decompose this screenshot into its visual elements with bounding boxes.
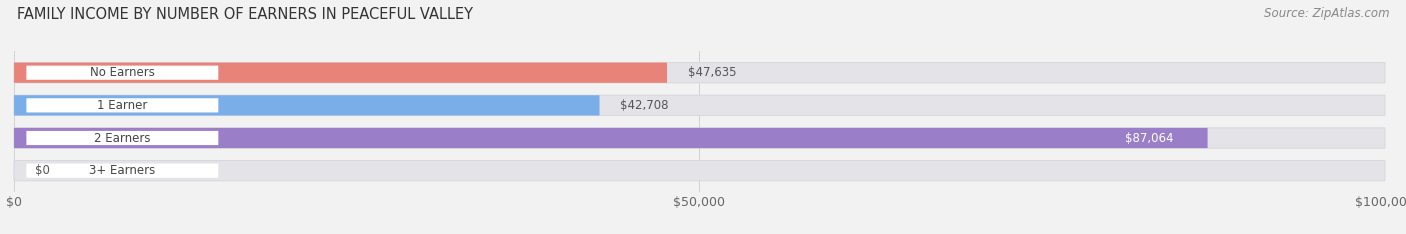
FancyBboxPatch shape (27, 98, 218, 113)
FancyBboxPatch shape (14, 95, 599, 115)
FancyBboxPatch shape (27, 66, 218, 80)
Text: $42,708: $42,708 (620, 99, 669, 112)
FancyBboxPatch shape (14, 128, 1385, 148)
Text: Source: ZipAtlas.com: Source: ZipAtlas.com (1264, 7, 1389, 20)
FancyBboxPatch shape (14, 128, 1208, 148)
Text: FAMILY INCOME BY NUMBER OF EARNERS IN PEACEFUL VALLEY: FAMILY INCOME BY NUMBER OF EARNERS IN PE… (17, 7, 472, 22)
FancyBboxPatch shape (14, 62, 1385, 83)
Text: No Earners: No Earners (90, 66, 155, 79)
FancyBboxPatch shape (14, 161, 1385, 181)
FancyBboxPatch shape (14, 95, 1385, 115)
Text: $87,064: $87,064 (1125, 132, 1173, 145)
FancyBboxPatch shape (27, 131, 218, 145)
Text: 1 Earner: 1 Earner (97, 99, 148, 112)
FancyBboxPatch shape (14, 62, 666, 83)
FancyBboxPatch shape (27, 164, 218, 178)
Text: $0: $0 (35, 164, 49, 177)
Text: $47,635: $47,635 (688, 66, 737, 79)
Text: 2 Earners: 2 Earners (94, 132, 150, 145)
Text: 3+ Earners: 3+ Earners (89, 164, 156, 177)
